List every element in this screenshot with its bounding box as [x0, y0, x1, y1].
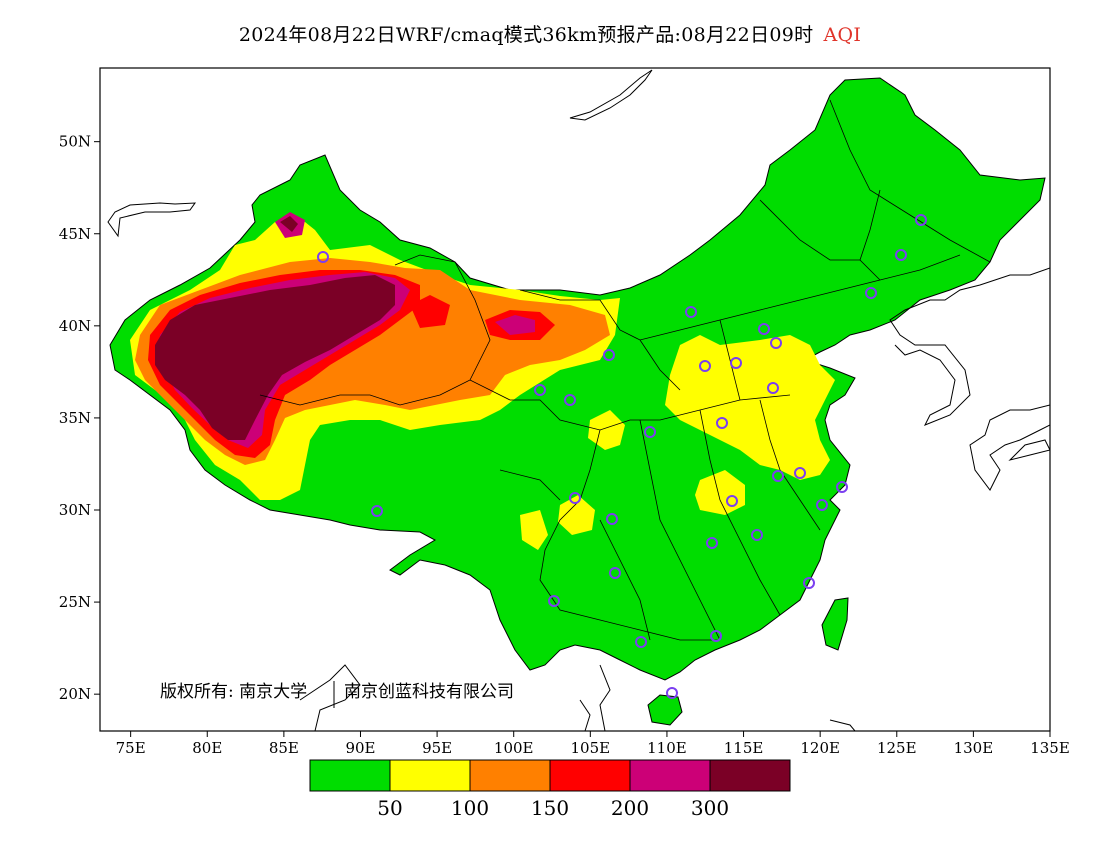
x-tick-label: 110E	[647, 739, 687, 757]
y-tick-label: 45N	[59, 225, 91, 243]
city-marker-fuzhou	[803, 577, 815, 589]
x-tick-label: 75E	[116, 739, 146, 757]
y-tick-label: 30N	[59, 501, 91, 519]
city-marker-wuhan	[726, 495, 738, 507]
x-tick-label: 80E	[192, 739, 222, 757]
indochina-coast-south	[579, 699, 591, 731]
copyright-org-text: 南京创蓝科技有限公司	[344, 682, 514, 702]
japan-kyushu-coast	[969, 404, 1050, 491]
legend-swatch	[549, 759, 631, 792]
x-tick-label: 135E	[1030, 739, 1070, 757]
city-marker-shijiazhuang	[730, 357, 742, 369]
x-tick-label: 120E	[800, 739, 840, 757]
x-tick-label: 105E	[571, 739, 611, 757]
y-tick-label: 20N	[59, 685, 91, 703]
city-marker-hangzhou	[816, 499, 828, 511]
x-tick-label: 115E	[724, 739, 764, 757]
aqi-zone-red-east	[410, 295, 450, 328]
city-marker-hohhot	[685, 306, 697, 318]
copyright-text: 版权所有: 南京大学	[160, 682, 307, 702]
x-tick-label: 85E	[269, 739, 299, 757]
lake-baikal-outline	[569, 69, 653, 121]
city-marker-nanchang	[751, 529, 763, 541]
title-text: 2024年08月22日WRF/cmaq模式36km预报产品:08月22日09时	[238, 24, 814, 46]
x-tick-label: 95E	[422, 739, 452, 757]
province-boundaries	[259, 99, 991, 641]
x-tick-label: 90E	[345, 739, 375, 757]
map-content	[107, 69, 1050, 731]
japan-shikoku-coast	[1008, 439, 1050, 461]
y-tick-label: 35N	[59, 409, 91, 427]
legend-label: 100	[451, 796, 489, 820]
city-marker-shanghai	[836, 481, 848, 493]
city-marker-hefei	[772, 470, 784, 482]
taiwan-island	[821, 597, 849, 651]
legend-label: 50	[377, 796, 402, 820]
indochina-coast	[599, 664, 611, 731]
myanmar-border	[299, 664, 361, 731]
city-marker-nanjing	[794, 467, 806, 479]
city-marker-tianjin	[770, 337, 782, 349]
city-marker-harbin	[915, 214, 927, 226]
city-marker-xian	[644, 426, 656, 438]
city-marker-guiyang	[609, 567, 621, 579]
aqi-zone-very-unhealthy-qinghai	[495, 315, 535, 335]
legend-swatch	[309, 759, 391, 792]
legend-swatch	[629, 759, 711, 792]
aqi-zone-moderate-south	[695, 470, 745, 515]
aqi-zone-moderate-sichuan	[558, 495, 595, 535]
neighbor-coastlines	[107, 69, 1050, 731]
legend-label: 150	[531, 796, 569, 820]
city-marker-zhengzhou	[716, 417, 728, 429]
legend-label: 200	[611, 796, 649, 820]
city-marker-yinchuan	[603, 349, 615, 361]
aqi-legend: 50 100 150 200 300	[309, 759, 791, 820]
city-marker-taiyuan	[699, 360, 711, 372]
aqi-zone-hazardous-peak	[280, 216, 298, 232]
x-tick-label: 125E	[877, 739, 917, 757]
city-marker-chongqing	[606, 513, 618, 525]
city-marker-jinan	[767, 382, 779, 394]
city-marker-shenyang	[865, 287, 877, 299]
x-tick-label: 130E	[954, 739, 994, 757]
korea-japan-coast	[889, 267, 1050, 426]
aqi-zone-hazardous	[155, 275, 395, 440]
city-marker-changsha	[706, 537, 718, 549]
city-markers	[317, 214, 927, 699]
city-marker-haikou	[666, 687, 678, 699]
city-marker-beijing	[758, 323, 770, 335]
y-tick-label: 25N	[59, 593, 91, 611]
y-tick-label: 40N	[59, 317, 91, 335]
city-marker-nanning	[635, 636, 647, 648]
map-frame	[99, 67, 1051, 732]
city-marker-guangzhou	[710, 630, 722, 642]
x-tick-label: 100E	[494, 739, 534, 757]
y-axis: 20N 25N 30N 35N 40N 45N 50N	[59, 133, 100, 703]
city-marker-urumqi	[317, 251, 329, 263]
aqi-zone-moderate-guizhou	[520, 510, 548, 550]
x-axis: 75E 80E 85E 90E 95E 100E 105E 110E 115E 120E 125E 1…	[116, 731, 1070, 757]
city-marker-kunming	[548, 595, 560, 607]
legend-label: 300	[691, 796, 729, 820]
city-marker-lhasa	[371, 505, 383, 517]
legend-swatch	[469, 759, 551, 792]
city-marker-xining	[534, 384, 546, 396]
legend-swatch	[389, 759, 471, 792]
map-title: 2024年08月22日WRF/cmaq模式36km预报产品:08月22日09时 A…	[0, 20, 1100, 47]
philippines-coast	[829, 719, 856, 731]
y-tick-label: 50N	[59, 133, 91, 151]
city-marker-lanzhou	[564, 394, 576, 406]
legend-swatch	[709, 759, 791, 792]
variable-label: AQI	[823, 24, 862, 46]
lake-balkhash-outline	[107, 202, 197, 238]
city-marker-changchun	[895, 249, 907, 261]
city-marker-chengdu	[569, 492, 581, 504]
hainan-island	[647, 694, 683, 726]
